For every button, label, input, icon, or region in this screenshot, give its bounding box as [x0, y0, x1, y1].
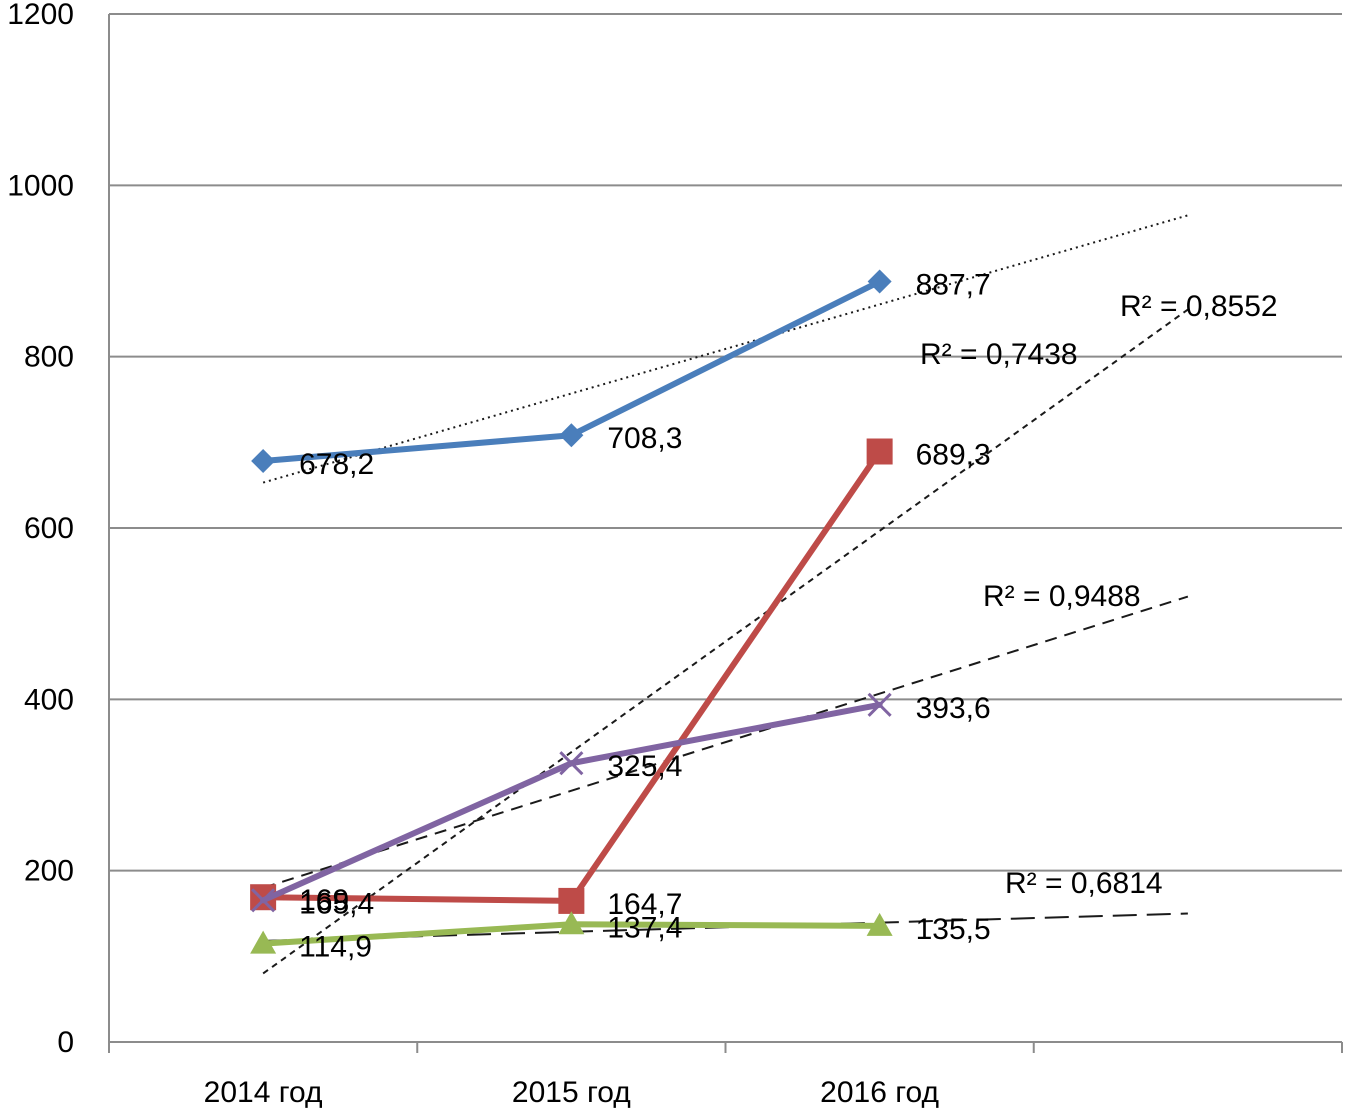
data-label: 114,9 [299, 931, 372, 964]
data-label: 689,3 [916, 438, 991, 471]
grid-lines [109, 13, 1342, 872]
data-point-diamond [559, 423, 584, 448]
data-label: 887,7 [916, 269, 991, 302]
y-tick-label: 600 [24, 512, 74, 545]
y-tick-label: 1000 [7, 169, 74, 202]
x-tick-label: 2015 год [512, 1076, 631, 1109]
data-labels: 678,2 708,3 887,7 169 164,7 689,3 114,9 137,4 13… [299, 269, 991, 964]
data-point-square [558, 887, 585, 914]
y-tick-label: 0 [57, 1026, 74, 1059]
trendline [262, 308, 1189, 975]
data-point-diamond [867, 269, 892, 294]
data-label: 325,4 [607, 750, 682, 783]
data-point-x [251, 888, 276, 913]
data-point-x [867, 692, 892, 717]
data-point-triangle [866, 912, 893, 936]
x-tick-label: 2016 год [820, 1076, 939, 1109]
data-point-square [866, 438, 893, 465]
data-label: 678,2 [299, 448, 374, 481]
x-tick-label: 2014 год [204, 1076, 323, 1109]
data-label: 135,5 [916, 913, 991, 946]
trendline [262, 214, 1189, 484]
y-tick-label: 200 [24, 855, 74, 888]
data-label: 393,6 [916, 692, 991, 725]
data-label: 708,3 [607, 422, 682, 455]
y-tick-label: 400 [24, 683, 74, 716]
r2-annotation: R² = 0,8552 [1120, 290, 1278, 323]
y-tick-label: 1200 [7, 0, 74, 31]
x-axis: 2014 год 2015 год 2016 год [108, 1041, 1343, 1109]
r2-annotation: R² = 0,6814 [1005, 867, 1163, 900]
data-label: 164,7 [607, 888, 682, 921]
data-point-diamond [251, 449, 276, 474]
trendline [262, 595, 1189, 889]
r2-annotation: R² = 0,9488 [983, 580, 1141, 613]
data-point-triangle [558, 911, 585, 935]
r2-annotation-1: R² = 0,7438 [920, 338, 1078, 371]
data-label: 169 [299, 884, 349, 917]
y-axis: 0 200 400 600 800 1000 1200 [7, 0, 110, 1059]
data-point-triangle [250, 930, 277, 954]
series-group [250, 269, 893, 954]
series-line [260, 448, 883, 904]
data-label: 165,4 [299, 887, 374, 920]
data-point-x [559, 751, 584, 776]
y-tick-label: 800 [24, 341, 74, 374]
r2-annotations: R² = 0,7438 R² = 0,8552 R² = 0,6814 R² = 0… [920, 290, 1278, 900]
data-label: 137,4 [607, 911, 682, 944]
